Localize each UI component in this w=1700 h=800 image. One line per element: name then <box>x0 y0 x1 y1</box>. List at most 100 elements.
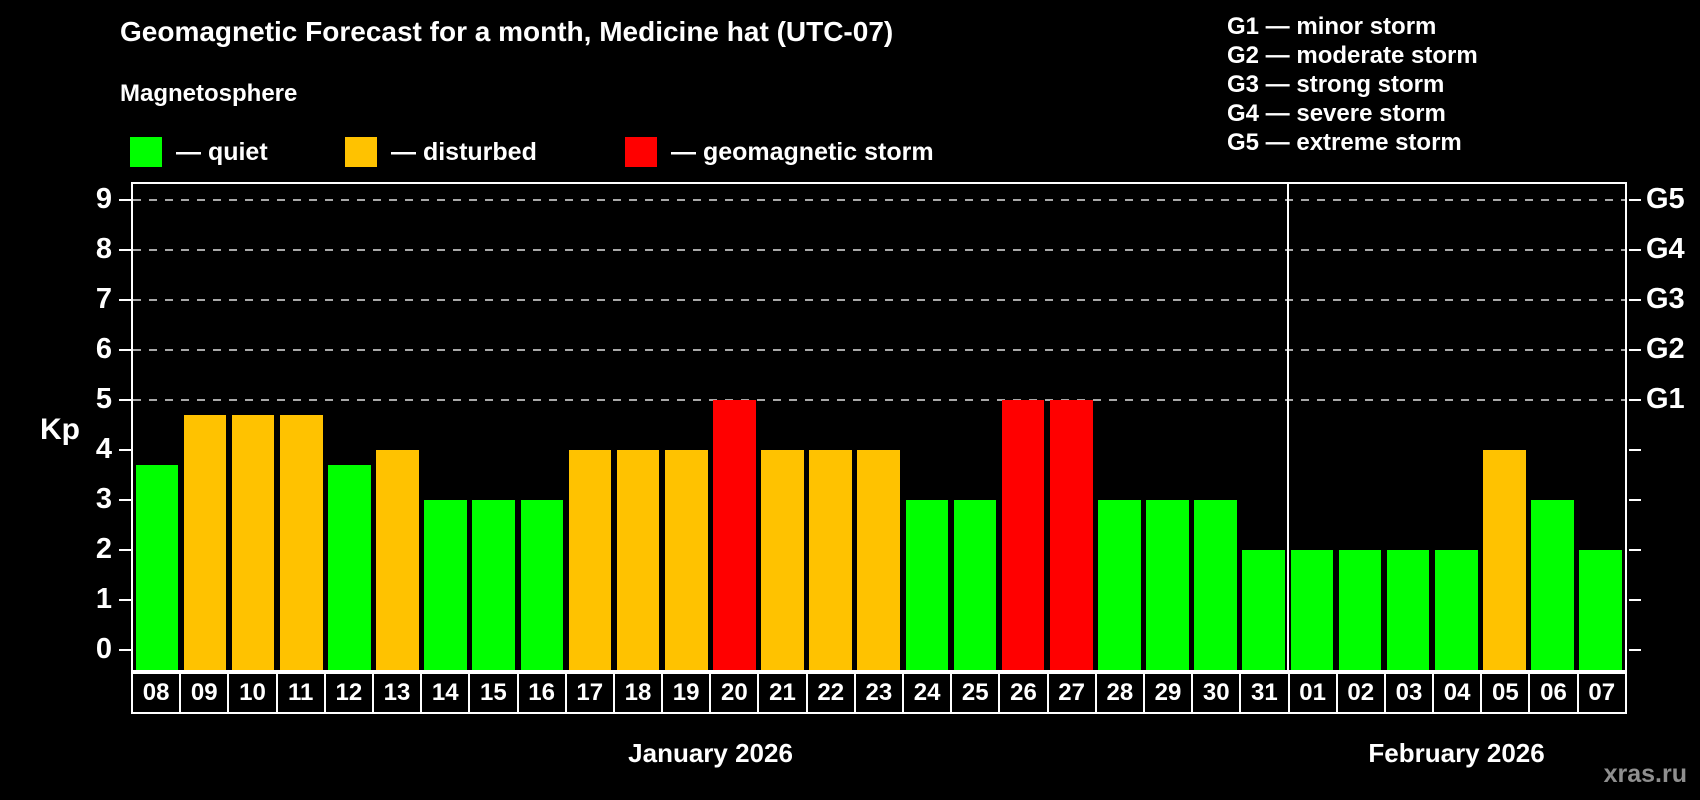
gridline-kp8 <box>133 249 1625 251</box>
date-cell-17: 17 <box>564 672 615 714</box>
kp-bar-day-29 <box>1146 500 1189 670</box>
kp-bar-day-30 <box>1194 500 1237 670</box>
kp-tick-label-7: 7 <box>95 283 112 315</box>
date-cell-04: 04 <box>1432 672 1483 714</box>
kp-bar-day-06 <box>1531 500 1574 670</box>
kp-bar-day-05 <box>1483 450 1526 670</box>
left-axis-tick-kp9 <box>119 199 131 201</box>
g-level-label-G5: G5 <box>1646 183 1685 215</box>
g1-legend-line: G1 — minor storm <box>1227 13 1437 40</box>
kp-bar-day-11 <box>279 415 323 670</box>
kp-tick-label-6: 6 <box>95 333 112 365</box>
date-cell-20: 20 <box>709 672 760 714</box>
kp-bar-day-21 <box>761 450 804 670</box>
legend-item-quiet: — quiet <box>130 136 268 168</box>
kp-bar-day-24 <box>905 500 949 670</box>
date-cell-03: 03 <box>1383 672 1435 714</box>
kp-bar-day-18 <box>616 450 660 670</box>
kp-bar-day-31 <box>1242 550 1286 670</box>
left-axis-tick-kp5 <box>119 399 131 401</box>
date-cell-25: 25 <box>950 672 1001 714</box>
kp-bar-day-26 <box>1001 400 1045 670</box>
legend-item-storm: — geomagnetic storm <box>625 136 934 168</box>
disturbed-legend-label: — disturbed <box>391 137 537 166</box>
quiet-legend-label: — quiet <box>176 137 268 166</box>
kp-bar-day-19 <box>664 450 708 670</box>
right-axis-tick-kp0 <box>1629 649 1641 651</box>
date-cell-08: 08 <box>131 672 182 714</box>
date-cell-13: 13 <box>371 672 423 714</box>
date-cell-23: 23 <box>853 672 904 714</box>
left-axis-tick-kp7 <box>119 299 131 301</box>
date-cell-27: 27 <box>1046 672 1097 714</box>
date-cell-24: 24 <box>902 672 953 714</box>
left-axis-tick-kp1 <box>119 599 131 601</box>
date-cell-28: 28 <box>1094 672 1145 714</box>
left-axis-tick-kp8 <box>119 249 131 251</box>
gridline-kp5 <box>133 399 1625 401</box>
kp-tick-label-2: 2 <box>95 533 112 565</box>
date-cell-18: 18 <box>612 672 664 714</box>
date-cell-02: 02 <box>1335 672 1386 714</box>
kp-bar-day-14 <box>424 500 467 670</box>
date-cell-29: 29 <box>1142 672 1194 714</box>
kp-bar-day-04 <box>1434 550 1478 670</box>
date-cell-06: 06 <box>1528 672 1579 714</box>
kp-bar-day-15 <box>472 500 516 670</box>
g-level-label-G1: G1 <box>1646 383 1685 415</box>
g3-legend-line: G3 — strong storm <box>1227 71 1445 98</box>
chart-title: Geomagnetic Forecast for a month, Medici… <box>120 16 894 47</box>
kp-tick-label-3: 3 <box>95 483 112 515</box>
date-cell-11: 11 <box>275 672 326 714</box>
date-cell-26: 26 <box>998 672 1049 714</box>
kp-bar-day-27 <box>1049 400 1093 670</box>
month-label-january: January 2026 <box>628 738 793 768</box>
kp-bar-day-08 <box>135 465 179 670</box>
kp-bar-day-25 <box>953 500 997 670</box>
kp-axis-label: Kp <box>40 413 80 446</box>
date-cell-19: 19 <box>661 672 712 714</box>
right-axis-tick-kp1 <box>1629 599 1641 601</box>
plot-inner <box>133 184 1625 670</box>
date-cell-15: 15 <box>468 672 519 714</box>
date-cell-07: 07 <box>1576 672 1627 714</box>
kp-bar-day-09 <box>183 415 227 670</box>
kp-bar-day-12 <box>328 465 371 670</box>
kp-bar-day-07 <box>1579 550 1622 670</box>
right-axis-tick-kp6 <box>1629 349 1641 351</box>
date-cell-09: 09 <box>179 672 230 714</box>
g5-legend-line: G5 — extreme storm <box>1227 129 1462 156</box>
legend-item-disturbed: — disturbed <box>345 136 537 168</box>
disturbed-color-swatch <box>345 137 377 167</box>
left-axis-tick-kp0 <box>119 649 131 651</box>
date-cell-21: 21 <box>757 672 808 714</box>
kp-bar-day-03 <box>1386 550 1430 670</box>
date-cell-31: 31 <box>1239 672 1290 714</box>
right-axis-tick-kp8 <box>1629 249 1641 251</box>
kp-tick-label-8: 8 <box>95 233 112 265</box>
date-cell-30: 30 <box>1191 672 1242 714</box>
gridline-kp9 <box>133 199 1625 201</box>
kp-bar-day-28 <box>1098 500 1141 670</box>
storm-color-swatch <box>625 137 657 167</box>
kp-bar-day-23 <box>857 450 901 670</box>
date-cell-22: 22 <box>805 672 856 714</box>
kp-tick-label-9: 9 <box>95 183 112 215</box>
kp-tick-label-4: 4 <box>95 433 112 465</box>
storm-legend-label: — geomagnetic storm <box>671 137 934 166</box>
date-cell-16: 16 <box>516 672 567 714</box>
kp-bar-day-13 <box>376 450 419 670</box>
gridline-kp6 <box>133 349 1625 351</box>
watermark: xras.ru <box>1603 760 1687 788</box>
date-cell-05: 05 <box>1480 672 1531 714</box>
g-level-label-G4: G4 <box>1646 233 1685 265</box>
g-scale-legend: G1 — minor storm G2 — moderate storm G3 … <box>1227 12 1478 157</box>
left-axis-tick-kp3 <box>119 499 131 501</box>
right-axis-tick-kp4 <box>1629 449 1641 451</box>
g-level-label-G3: G3 <box>1646 283 1685 315</box>
quiet-color-swatch <box>130 137 162 167</box>
plot-area <box>131 182 1627 672</box>
left-axis-tick-kp2 <box>119 549 131 551</box>
month-label-february: February 2026 <box>1368 738 1545 768</box>
kp-bar-day-22 <box>809 450 852 670</box>
